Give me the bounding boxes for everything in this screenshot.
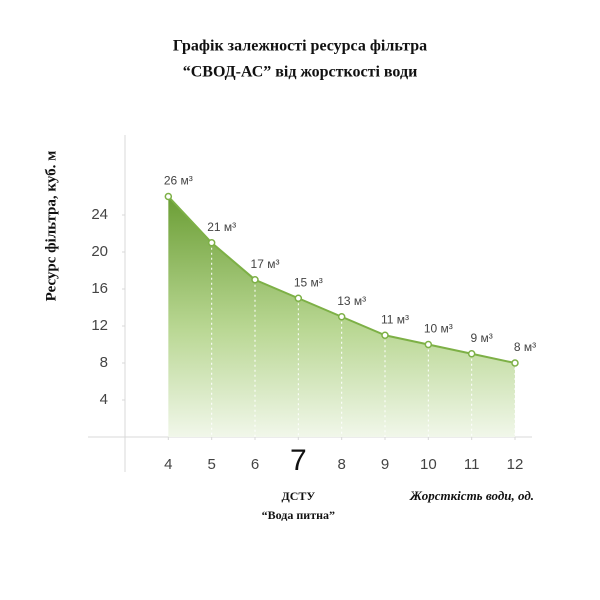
value-label: 26 м³ [164, 174, 193, 188]
chart-title: “СВОД-АС” від жорсткості води [183, 64, 418, 81]
x-tick-label-highlight: 7 [290, 444, 307, 477]
point [164, 192, 173, 201]
value-label: 17 м³ [251, 257, 280, 271]
x-tick-label: 9 [381, 456, 389, 473]
x-tick-label: 5 [207, 456, 215, 473]
point [424, 340, 433, 349]
x-tick-label: 6 [251, 456, 259, 473]
point [337, 313, 346, 321]
point [207, 239, 216, 247]
x-tick-label: 8 [337, 456, 345, 473]
x-axis-label: Жорсткість води, од. [409, 488, 534, 503]
point [251, 276, 259, 284]
y-tick-label: 4 [100, 391, 108, 408]
value-label: 15 м³ [294, 275, 323, 289]
x-tick-label: 4 [164, 456, 172, 473]
annotation: ДСТУ [281, 489, 315, 503]
x-tick-label: 12 [507, 456, 524, 473]
point [294, 294, 303, 302]
value-label: 13 м³ [337, 294, 366, 308]
area [168, 196, 516, 437]
y-tick-label: 16 [91, 280, 108, 297]
chart-title: Графік залежності ресурса фільтра [173, 38, 427, 55]
y-tick-label: 20 [91, 243, 108, 260]
value-label: 10 м³ [424, 322, 453, 336]
point [381, 331, 389, 339]
value-label: 11 м³ [381, 312, 409, 326]
x-tick-label: 10 [420, 456, 437, 473]
y-tick-label: 12 [91, 317, 108, 334]
value-label: 8 м³ [514, 340, 536, 354]
point [467, 350, 476, 358]
y-axis-label: Ресурс фільтра, куб. м [43, 151, 59, 302]
value-label: 9 м³ [471, 331, 493, 345]
y-tick-label: 24 [91, 206, 108, 223]
annotation: “Вода питна” [262, 508, 335, 522]
value-label: 21 м³ [207, 220, 236, 234]
y-tick-label: 8 [100, 354, 108, 371]
point [511, 359, 519, 367]
x-tick-label: 11 [464, 456, 480, 473]
